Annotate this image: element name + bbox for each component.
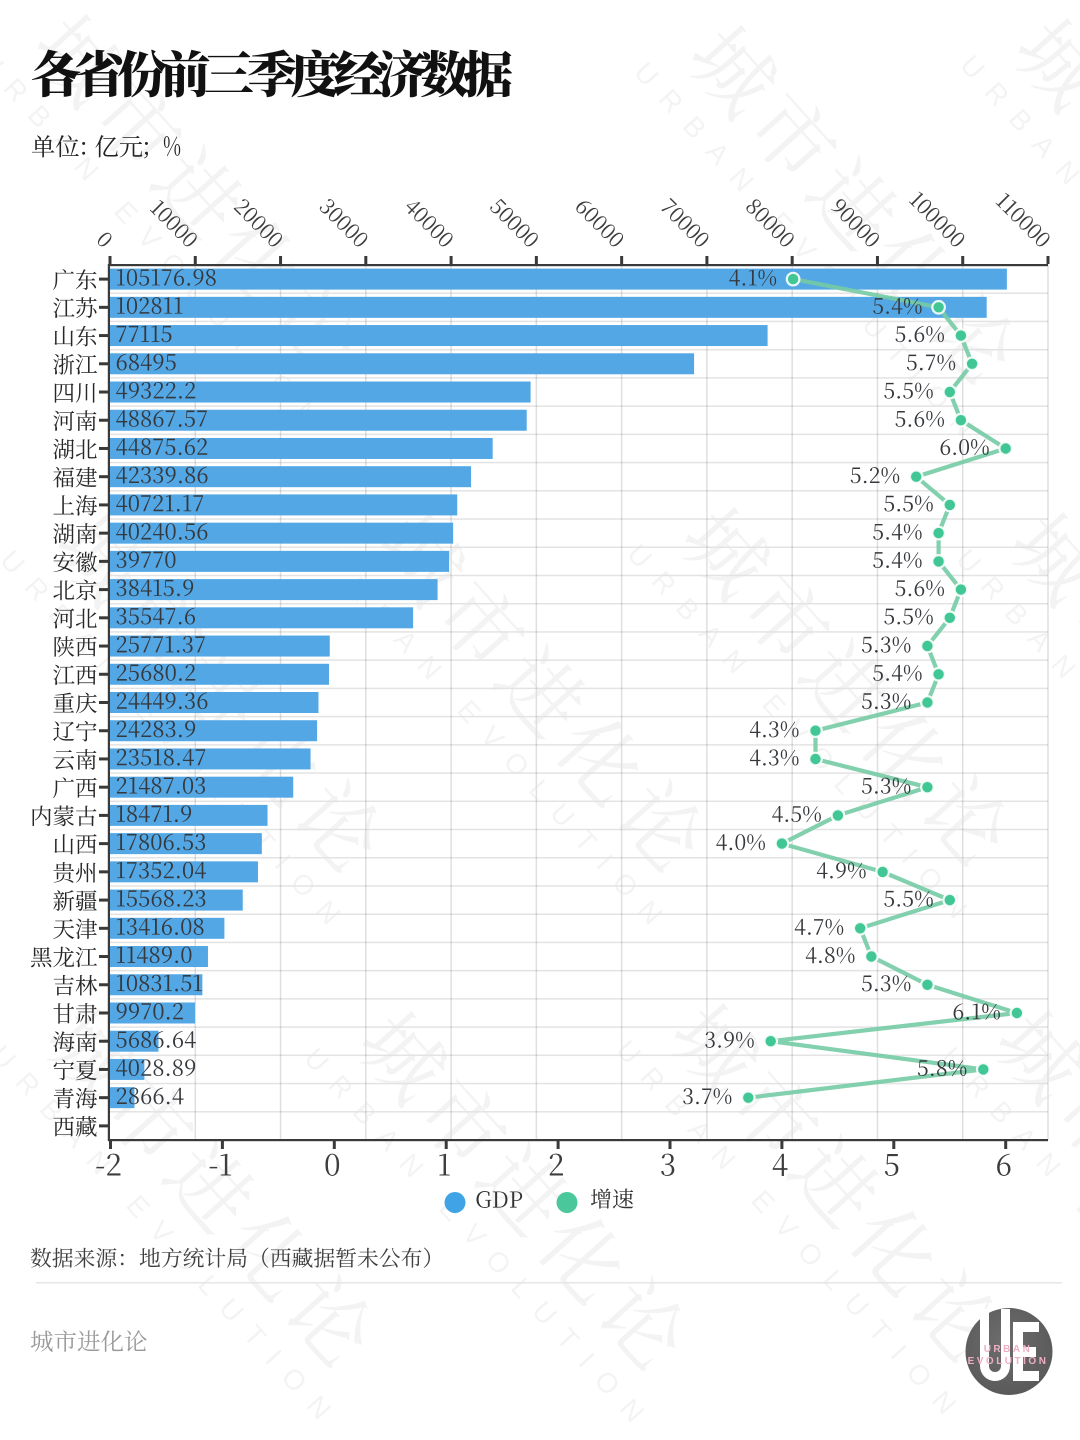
- svg-text:EVOLUTION: EVOLUTION: [968, 1356, 1049, 1367]
- svg-text:URBAN: URBAN: [984, 1344, 1033, 1355]
